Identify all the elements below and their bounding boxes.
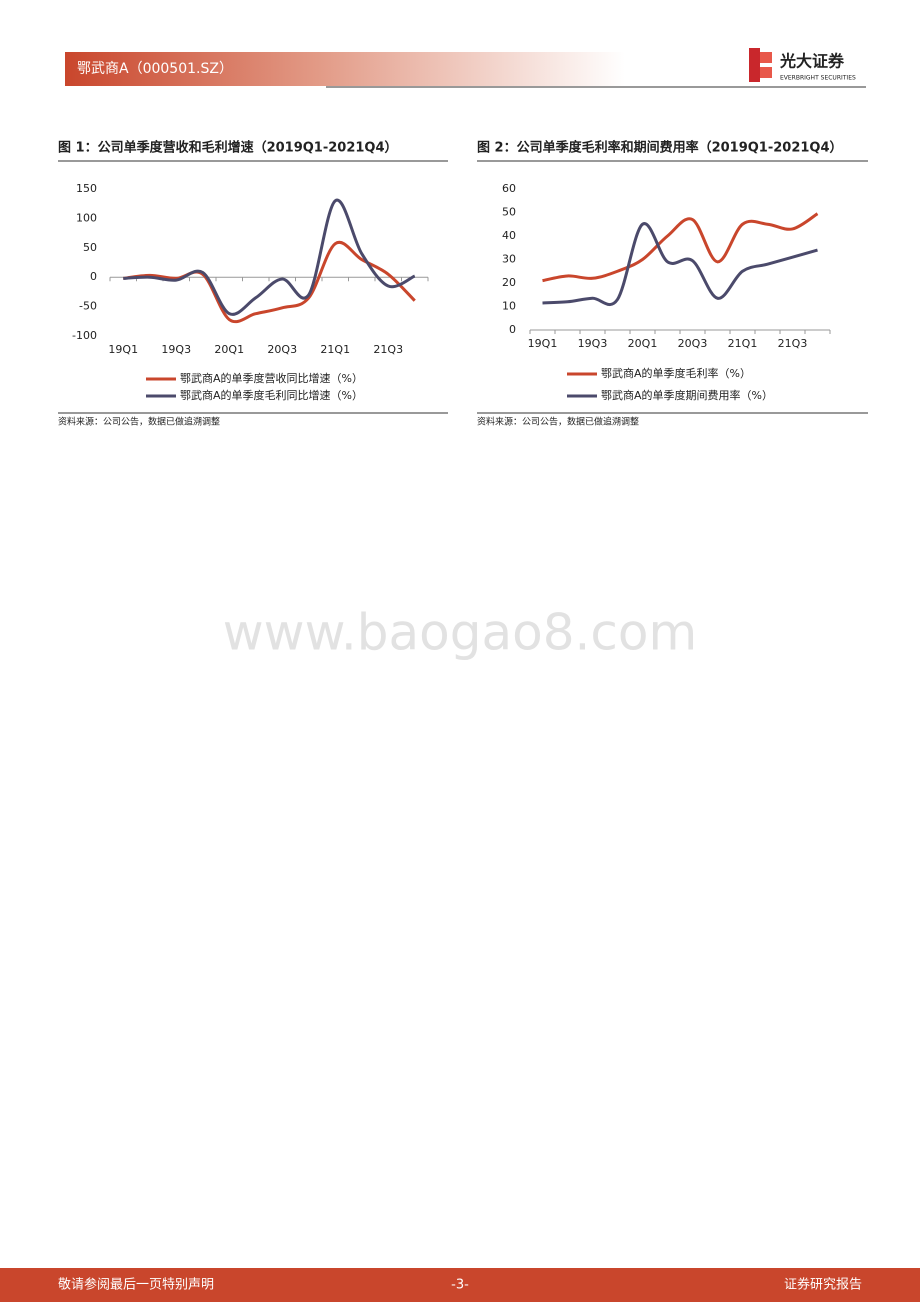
y-tick-label: -50 <box>79 300 97 313</box>
legend-label: 鄂武商A的单季度期间费用率（%） <box>601 388 773 402</box>
footer-right: 证券研究报告 <box>784 1277 862 1293</box>
figure-title: 图 1：公司单季度营收和毛利增速（2019Q1-2021Q4） <box>58 140 398 156</box>
logo-icon <box>749 48 772 82</box>
y-tick-label: 40 <box>502 229 516 242</box>
x-tick-label: 21Q3 <box>778 337 808 350</box>
series-line <box>542 212 819 283</box>
x-tick-label: 20Q3 <box>678 337 708 350</box>
y-tick-label: 100 <box>76 211 97 224</box>
series-line <box>123 240 416 324</box>
y-tick-label: -100 <box>72 329 97 342</box>
x-tick-label: 21Q3 <box>373 343 403 356</box>
legend-label: 鄂武商A的单季度营收同比增速（%） <box>180 371 363 385</box>
y-tick-label: 30 <box>502 253 516 266</box>
x-tick-label: 19Q1 <box>108 343 138 356</box>
y-tick-label: 10 <box>502 300 516 313</box>
x-tick-label: 20Q1 <box>214 343 244 356</box>
y-tick-label: 150 <box>76 182 97 195</box>
x-tick-label: 19Q3 <box>161 343 191 356</box>
watermark: www.baogao8.com <box>223 604 697 662</box>
x-tick-label: 19Q1 <box>528 337 558 350</box>
y-tick-label: 0 <box>509 323 516 336</box>
logo-subtitle: EVERBRIGHT SECURITIES <box>780 75 856 82</box>
footer-page: -3- <box>451 1278 469 1293</box>
logo-name: 光大证券 <box>779 52 845 71</box>
x-tick-label: 21Q1 <box>320 343 350 356</box>
y-tick-label: 20 <box>502 276 516 289</box>
series-line <box>542 222 818 306</box>
series-line <box>123 198 416 316</box>
source-note: 资料来源：公司公告，数据已做追溯调整 <box>58 416 220 428</box>
header-band <box>65 52 625 86</box>
footer-left: 敬请参阅最后一页特别声明 <box>58 1277 214 1293</box>
legend-label: 鄂武商A的单季度毛利同比增速（%） <box>180 388 363 402</box>
source-note: 资料来源：公司公告，数据已做追溯调整 <box>477 416 639 428</box>
y-tick-label: 0 <box>90 270 97 283</box>
header-title: 鄂武商A（000501.SZ） <box>77 61 233 77</box>
x-tick-label: 20Q3 <box>267 343 297 356</box>
y-tick-label: 50 <box>502 206 516 219</box>
y-tick-label: 50 <box>83 241 97 254</box>
x-tick-label: 21Q1 <box>728 337 758 350</box>
figure-title: 图 2：公司单季度毛利率和期间费用率（2019Q1-2021Q4） <box>477 140 843 156</box>
legend-label: 鄂武商A的单季度毛利率（%） <box>601 366 751 380</box>
x-tick-label: 20Q1 <box>628 337 658 350</box>
x-tick-label: 19Q3 <box>578 337 608 350</box>
y-tick-label: 60 <box>502 182 516 195</box>
footer-band <box>0 1268 920 1302</box>
